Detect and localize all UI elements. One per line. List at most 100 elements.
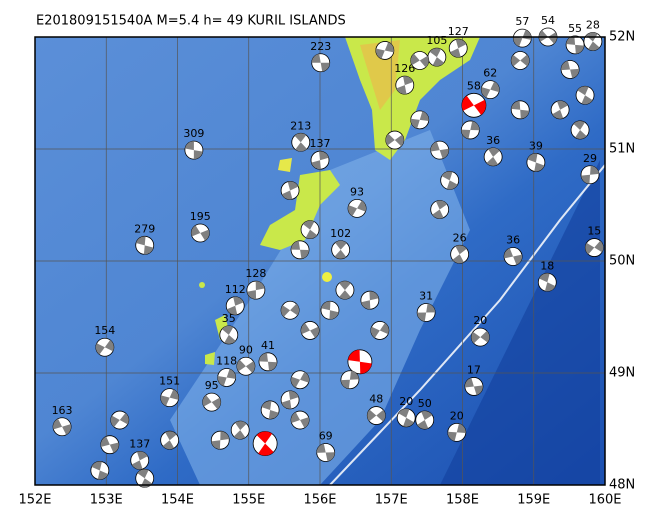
beachball-quadrant	[419, 111, 429, 122]
focal-mechanism	[460, 120, 480, 140]
beachball-quadrant	[311, 53, 321, 63]
focal-mechanism	[217, 368, 237, 387]
beachball-quadrant	[570, 68, 580, 79]
beachball-quadrant	[403, 417, 415, 427]
beachball-quadrant	[329, 310, 339, 320]
depth-label: 18	[540, 259, 554, 272]
depth-label: 20	[450, 409, 464, 422]
focal-mechanism	[236, 356, 256, 376]
focal-mechanism	[280, 181, 300, 200]
beachball-quadrant	[53, 418, 63, 430]
beachball-quadrant	[585, 242, 595, 255]
beachball-quadrant	[291, 412, 301, 423]
x-tick-label: 156E	[303, 493, 336, 508]
beachball-quadrant	[110, 415, 120, 428]
focal-mechanism	[280, 390, 300, 410]
beachball-quadrant	[226, 305, 238, 315]
focal-mechanism	[246, 280, 266, 300]
focal-mechanism	[584, 238, 604, 257]
beachball-quadrant	[385, 133, 395, 146]
beachball-quadrant	[226, 368, 236, 379]
beachball-quadrant	[267, 361, 277, 371]
beachball-quadrant	[370, 326, 380, 338]
focal-mechanism	[430, 140, 450, 160]
focal-mechanism	[447, 422, 467, 442]
beachball-quadrant	[450, 48, 461, 58]
focal-mechanism	[225, 296, 245, 316]
y-tick-label: 49N	[609, 366, 635, 381]
focal-mechanism	[512, 28, 532, 48]
beachball-quadrant	[588, 41, 600, 51]
beachball-quadrant	[256, 431, 273, 444]
focal-mechanism	[575, 85, 595, 105]
beachball-quadrant	[432, 57, 445, 67]
beachball-quadrant	[119, 413, 129, 425]
beachball-quadrant	[281, 190, 293, 200]
beachball-quadrant	[470, 121, 480, 131]
beachball-quadrant	[291, 376, 301, 388]
beachball-quadrant	[349, 370, 359, 380]
beachball-quadrant	[359, 361, 372, 374]
beachball-quadrant	[281, 305, 291, 317]
beachball-quadrant	[143, 245, 154, 255]
depth-label: 35	[222, 312, 236, 325]
beachball-quadrant	[396, 85, 407, 95]
focal-mechanism	[190, 223, 210, 243]
focal-mechanism	[416, 303, 436, 322]
focal-mechanism	[560, 60, 580, 79]
focal-mechanism	[290, 370, 310, 390]
depth-label: 55	[568, 22, 582, 35]
beachball-quadrant	[131, 460, 143, 470]
beachball-quadrant	[320, 62, 330, 72]
depth-label: 69	[319, 430, 333, 443]
beachball-quadrant	[109, 442, 119, 453]
depth-label: 26	[453, 231, 467, 244]
focal-mechanism	[366, 406, 386, 425]
beachball-quadrant	[224, 334, 236, 344]
depth-label: 213	[290, 119, 311, 132]
focal-mechanism	[340, 370, 360, 390]
beachball-quadrant	[561, 60, 571, 71]
beachball-quadrant	[566, 35, 576, 45]
depth-label: 102	[330, 227, 351, 240]
beachball-quadrant	[334, 249, 347, 259]
focal-mechanism	[461, 92, 487, 118]
x-tick-label: 158E	[446, 493, 479, 508]
focal-mechanism	[310, 150, 330, 170]
focal-mechanism	[291, 132, 311, 152]
focal-mechanism	[300, 321, 320, 340]
beachball-quadrant	[488, 147, 500, 157]
beachball-quadrant	[394, 134, 404, 147]
beachball-quadrant	[321, 301, 331, 311]
focal-mechanism	[448, 38, 468, 58]
beachball-quadrant	[573, 120, 585, 130]
beachball-quadrant	[136, 236, 146, 246]
beachball-quadrant	[255, 281, 265, 291]
beachball-quadrant	[295, 142, 307, 152]
beachball-quadrant	[185, 141, 194, 151]
beachball-quadrant	[581, 174, 591, 184]
y-tick-label: 48N	[609, 478, 635, 493]
beachball-quadrant	[316, 443, 326, 453]
focal-mechanism	[360, 290, 380, 310]
depth-label: 163	[52, 404, 73, 417]
depth-label: 93	[350, 185, 364, 198]
beachball-quadrant	[136, 451, 148, 461]
beachball-quadrant	[162, 440, 175, 450]
depth-label: 105	[426, 34, 447, 47]
beachball-quadrant	[575, 129, 587, 139]
focal-mechanism	[583, 32, 603, 51]
beachball-quadrant	[340, 379, 350, 389]
focal-mechanism	[537, 272, 557, 292]
beachball-quadrant	[527, 153, 538, 163]
focal-mechanism	[290, 410, 310, 430]
depth-label: 36	[486, 134, 500, 147]
beachball-quadrant	[294, 133, 307, 143]
beachball-quadrant	[369, 291, 379, 301]
focal-mechanism	[335, 280, 355, 300]
beachball-quadrant	[430, 141, 440, 152]
beachball-quadrant	[245, 361, 255, 373]
focal-mechanism	[130, 450, 150, 470]
beachball-quadrant	[348, 349, 360, 362]
beachball-quadrant	[429, 48, 441, 58]
